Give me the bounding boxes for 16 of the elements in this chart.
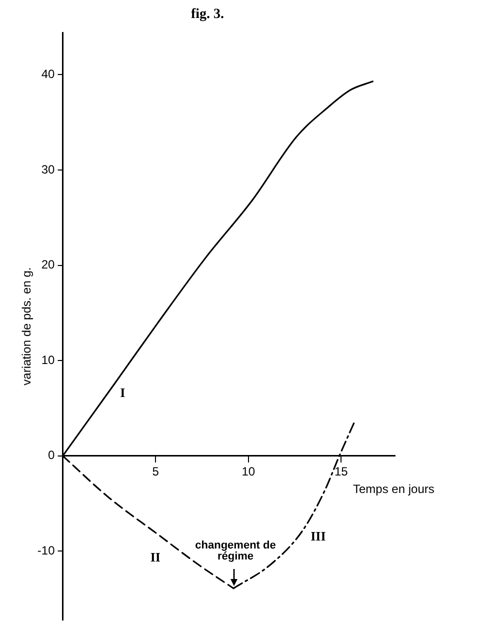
- x-tick-label: 10: [242, 464, 256, 478]
- x-tick-label: 15: [334, 464, 348, 478]
- y-tick-label: 10: [41, 352, 56, 367]
- annotation: changement de régime: [195, 539, 276, 562]
- x-tick-label: 5: [152, 464, 160, 478]
- series-label: II: [150, 549, 160, 564]
- series-label: III: [310, 528, 326, 544]
- y-tick-label: 30: [41, 162, 56, 176]
- y-tick-label: 0: [48, 448, 56, 462]
- chart-title: fig. 3.: [190, 7, 224, 22]
- x-axis-title: Temps en jours: [353, 482, 434, 496]
- y-tick-label: 40: [41, 67, 56, 82]
- y-tick-label: -10: [37, 544, 56, 558]
- y-axis-title: variation de pds. en g.: [20, 267, 34, 386]
- series-label: I: [120, 384, 126, 400]
- y-tick-label: 20: [41, 258, 56, 272]
